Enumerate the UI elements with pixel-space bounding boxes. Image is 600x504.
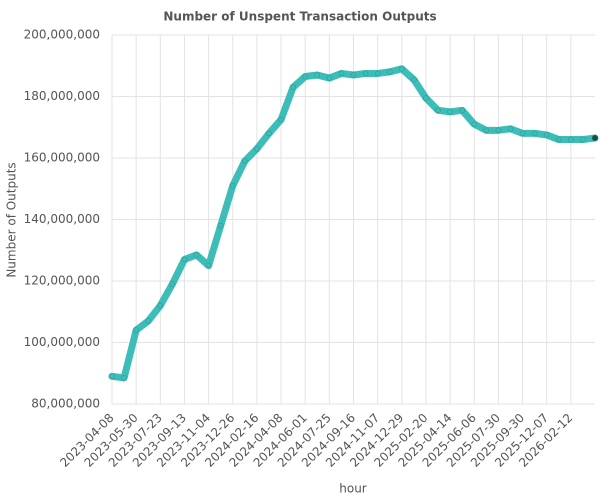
data-point: [423, 95, 429, 101]
y-tick-label: 200,000,000: [24, 28, 100, 42]
y-tick-label: 120,000,000: [24, 274, 100, 288]
data-point: [254, 146, 260, 152]
y-tick-label: 180,000,000: [24, 89, 100, 103]
data-point: [302, 73, 308, 80]
data-point: [507, 126, 514, 132]
y-tick-label: 140,000,000: [24, 212, 100, 226]
data-point: [133, 327, 139, 333]
data-point: [326, 75, 333, 81]
data-point: [435, 107, 441, 114]
data-point: [157, 302, 164, 309]
data-point: [591, 134, 599, 142]
data-point: [145, 318, 151, 324]
data-point: [338, 70, 345, 77]
data-point: [531, 130, 538, 137]
data-point: [109, 373, 115, 380]
data-point: [350, 72, 357, 78]
data-point: [483, 127, 490, 134]
data-point: [386, 69, 393, 75]
data-point: [374, 70, 381, 77]
data-point: [580, 136, 586, 143]
data-point: [230, 182, 236, 189]
data-point: [181, 256, 188, 263]
data-point: [556, 136, 562, 143]
data-point: [447, 109, 453, 115]
chart-title: Number of Unspent Transaction Outputs: [163, 10, 436, 24]
data-point: [242, 158, 248, 164]
data-point: [399, 66, 405, 72]
data-point: [495, 127, 502, 134]
data-point: [568, 136, 574, 143]
data-point: [266, 130, 272, 137]
data-point: [362, 70, 369, 77]
data-point: [459, 107, 465, 114]
y-axis-label: Number of Outputs: [5, 162, 19, 277]
data-point: [193, 252, 200, 258]
data-point: [121, 375, 127, 381]
data-point: [471, 121, 477, 127]
data-point: [314, 72, 321, 78]
data-point: [411, 76, 417, 83]
data-point: [205, 262, 212, 269]
data-point: [217, 222, 224, 229]
y-tick-label: 160,000,000: [24, 151, 100, 165]
data-point: [519, 130, 526, 137]
y-tick-label: 100,000,000: [24, 335, 100, 349]
y-tick-label: 80,000,000: [31, 397, 100, 411]
data-point: [278, 116, 284, 123]
x-axis-label: hour: [339, 482, 367, 496]
data-point: [290, 84, 296, 91]
data-point: [543, 132, 550, 138]
data-point: [169, 281, 176, 287]
